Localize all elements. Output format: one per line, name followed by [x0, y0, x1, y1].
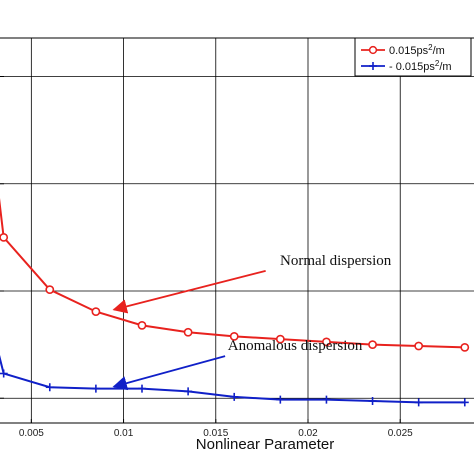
legend-item: - 0.015ps2/m — [361, 59, 452, 73]
legend-label-unit: /m — [433, 45, 445, 57]
legend-swatch-marker — [368, 45, 378, 55]
data-point — [414, 398, 423, 407]
legend-label: 0.015ps2/m — [389, 43, 445, 57]
annotation-arrow — [112, 270, 266, 314]
data-point — [368, 340, 377, 350]
data-point — [414, 341, 424, 351]
data-point — [184, 387, 193, 396]
grid — [0, 38, 474, 423]
data-point — [0, 232, 9, 242]
series-1 — [0, 198, 470, 352]
data-point — [460, 342, 470, 352]
data-point — [91, 384, 100, 393]
x-tick-label: 0.01 — [114, 428, 134, 439]
legend-label-main: 0.015ps — [389, 45, 429, 57]
data-point — [230, 392, 239, 401]
data-point — [276, 395, 285, 404]
legend-label-main: - 0.015ps — [389, 61, 435, 73]
data-point — [91, 307, 101, 317]
x-axis-label: Nonlinear Parameter — [196, 436, 334, 453]
legend: 0.015ps2/m- 0.015ps2/m — [354, 37, 472, 77]
x-tick-label: 0.02 — [298, 428, 318, 439]
annotation-arrow — [112, 355, 226, 391]
data-point — [275, 334, 285, 344]
x-tick-label: 0.015 — [203, 428, 228, 439]
data-point — [137, 320, 147, 330]
data-point — [138, 384, 146, 393]
series-line — [0, 198, 465, 349]
series-layer — [0, 198, 470, 407]
series-line — [0, 354, 465, 404]
x-tick-label: 0.025 — [388, 428, 413, 439]
data-point — [322, 395, 331, 404]
legend-label-superscript: 2 — [435, 59, 440, 68]
data-point — [322, 337, 331, 347]
legend-label-superscript: 2 — [428, 43, 433, 52]
legend-box — [354, 37, 472, 77]
legend-label: - 0.015ps2/m — [389, 59, 452, 73]
data-point — [368, 397, 377, 405]
x-tick-label: 0.005 — [19, 428, 44, 439]
data-point — [460, 398, 469, 407]
annotation-label: Anomalous dispersion — [228, 338, 363, 354]
data-point — [0, 369, 8, 378]
series-2 — [0, 354, 469, 407]
data-point — [45, 285, 55, 295]
annotation-label: Normal dispersion — [280, 253, 392, 269]
data-point — [183, 327, 193, 337]
data-point — [229, 331, 239, 341]
annotations: Normal dispersion Anomalous dispersion — [112, 253, 392, 391]
legend-item: 0.015ps2/m — [361, 43, 445, 57]
legend-label-unit: /m — [439, 61, 451, 73]
x-tick-labels: 0.005 0.01 0.015 0.02 0.025 — [19, 428, 413, 439]
data-point — [45, 383, 54, 392]
